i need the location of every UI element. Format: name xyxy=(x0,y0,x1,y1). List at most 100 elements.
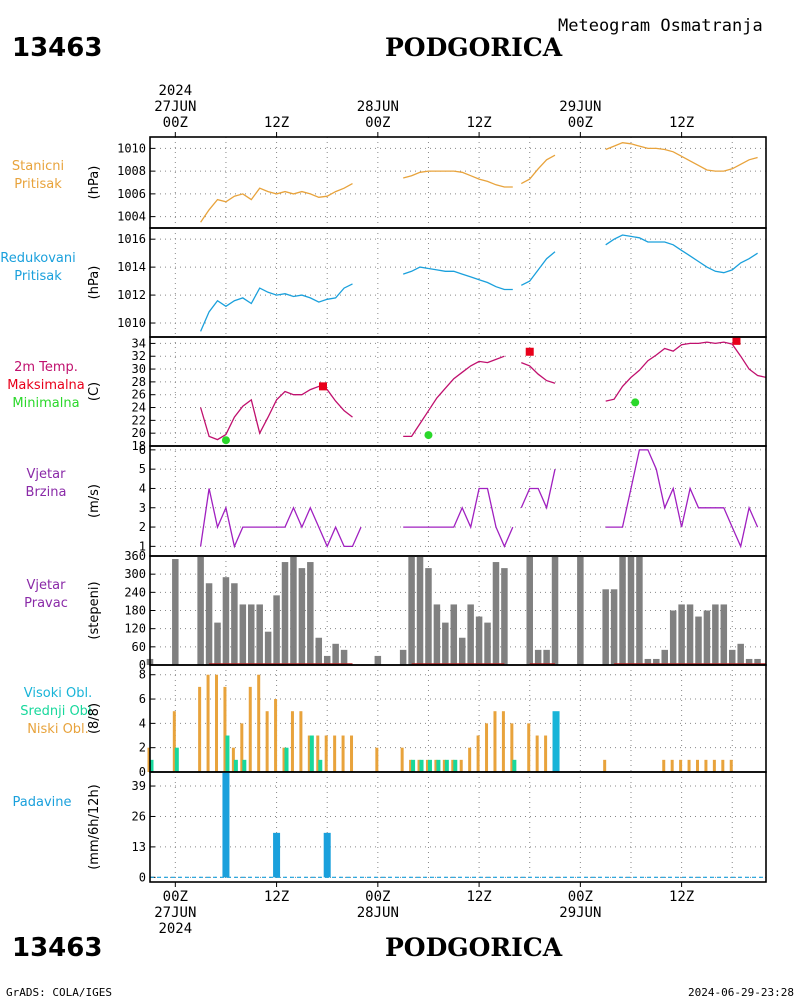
y-tick-label: 26 xyxy=(132,388,146,402)
y-tick-label: 0 xyxy=(139,870,146,884)
low-cloud-bar xyxy=(729,759,733,772)
low-cloud-bar xyxy=(425,759,429,772)
y-tick-label: 8 xyxy=(139,668,146,682)
mid-cloud-bar xyxy=(436,759,441,772)
low-cloud-bar xyxy=(468,747,472,772)
y-tick-label: 240 xyxy=(124,585,146,599)
credit-text: GrADS: COLA/IGES xyxy=(6,986,112,999)
wind-direction-bar xyxy=(323,655,331,665)
wind-direction-bar xyxy=(745,658,753,665)
wind-direction-bar xyxy=(534,649,542,665)
low-cloud-bar xyxy=(231,747,235,772)
max-temp-marker xyxy=(732,336,741,345)
panel-unit: (hPa) xyxy=(87,266,102,300)
station-id: 13463 xyxy=(12,33,102,63)
wind-direction-bar xyxy=(374,655,382,665)
wind-direction-bar xyxy=(290,556,297,665)
bottom-tick-label: 28JUN xyxy=(357,905,399,921)
top-tick-label: 29JUN xyxy=(559,99,601,115)
wind-direction-bar xyxy=(686,604,694,665)
series-line xyxy=(403,487,514,549)
y-tick-label: 39 xyxy=(132,779,146,793)
low-cloud-bar xyxy=(198,686,202,772)
low-cloud-bar xyxy=(459,759,463,772)
low-cloud-bar xyxy=(603,759,607,772)
wind-direction-bar xyxy=(526,556,533,665)
y-tick-label: 1010 xyxy=(117,141,146,155)
top-tick-label: 12Z xyxy=(466,115,491,131)
precip-bar xyxy=(222,772,230,878)
low-cloud-bar xyxy=(240,723,244,772)
y-tick-label: 1010 xyxy=(117,316,146,330)
mid-cloud-bar xyxy=(444,759,449,772)
low-cloud-bar xyxy=(695,759,699,772)
wind-direction-bar xyxy=(340,649,348,665)
y-tick-label: 6 xyxy=(139,692,146,706)
panel-unit: (8/8) xyxy=(87,703,102,734)
mid-cloud-bar xyxy=(411,759,416,772)
low-cloud-bar xyxy=(290,711,294,772)
footer-station-id: 13463 xyxy=(12,933,102,963)
panel-frame xyxy=(149,771,767,883)
y-tick-label: 1016 xyxy=(117,232,146,246)
panel-label: Pritisak xyxy=(14,269,62,284)
y-tick-label: 360 xyxy=(124,549,146,563)
wind-direction-bar xyxy=(433,604,441,665)
wind-direction-bar xyxy=(653,658,660,665)
min-temp-marker xyxy=(424,431,433,440)
low-cloud-bar xyxy=(544,735,548,772)
series-line xyxy=(605,449,759,549)
panel-label: Vjetar xyxy=(27,578,67,593)
top-tick-label: 12Z xyxy=(264,115,289,131)
series-line xyxy=(199,385,353,441)
low-cloud-bar xyxy=(223,686,227,772)
low-cloud-bar xyxy=(451,759,455,772)
low-cloud-bar xyxy=(712,759,716,772)
low-cloud-bar xyxy=(476,735,480,772)
wind-direction-bar xyxy=(298,568,306,665)
wind-direction-bar xyxy=(501,568,508,665)
panel-unit: (m/s) xyxy=(87,484,102,518)
wind-direction-bar xyxy=(197,556,204,665)
wind-direction-bar xyxy=(728,649,736,665)
wind-direction-bar xyxy=(610,589,618,665)
y-tick-label: 32 xyxy=(132,349,146,363)
top-tick-label: 12Z xyxy=(669,115,694,131)
panel-unit: (hPa) xyxy=(87,166,102,200)
y-tick-label: 0 xyxy=(139,765,146,779)
low-cloud-bar xyxy=(147,747,151,772)
low-cloud-bar xyxy=(409,759,413,772)
bottom-tick-label: 00Z xyxy=(365,889,390,905)
low-cloud-bar xyxy=(316,735,320,772)
wind-direction-bar xyxy=(636,556,643,665)
min-temp-marker xyxy=(631,398,640,407)
y-tick-label: 4 xyxy=(139,716,146,730)
low-cloud-bar xyxy=(274,699,278,772)
y-tick-label: 2 xyxy=(139,520,146,534)
low-cloud-bar xyxy=(350,735,354,772)
mid-cloud-bar xyxy=(225,735,230,772)
top-tick-label: 00Z xyxy=(163,115,188,131)
footer-station-name: PODGORICA xyxy=(385,933,563,962)
wind-direction-bar xyxy=(602,589,609,665)
series-line xyxy=(403,355,505,438)
wind-direction-bar xyxy=(669,610,677,665)
wind-direction-bar xyxy=(644,658,652,665)
wind-direction-bar xyxy=(450,604,458,665)
panel-label: Visoki Obl. xyxy=(24,686,92,701)
bottom-tick-label: 27JUN xyxy=(154,905,196,921)
wind-direction-bar xyxy=(172,559,179,665)
y-tick-label: 13 xyxy=(132,840,146,854)
wind-direction-bar xyxy=(222,577,230,665)
wind-direction-bar xyxy=(256,604,263,665)
panel-frame xyxy=(149,336,767,447)
bottom-tick-label: 12Z xyxy=(669,889,694,905)
low-cloud-bar xyxy=(493,711,497,772)
panel-label: Pritisak xyxy=(14,177,62,192)
mid-cloud-bar xyxy=(512,759,517,772)
y-tick-label: 1004 xyxy=(117,210,146,224)
